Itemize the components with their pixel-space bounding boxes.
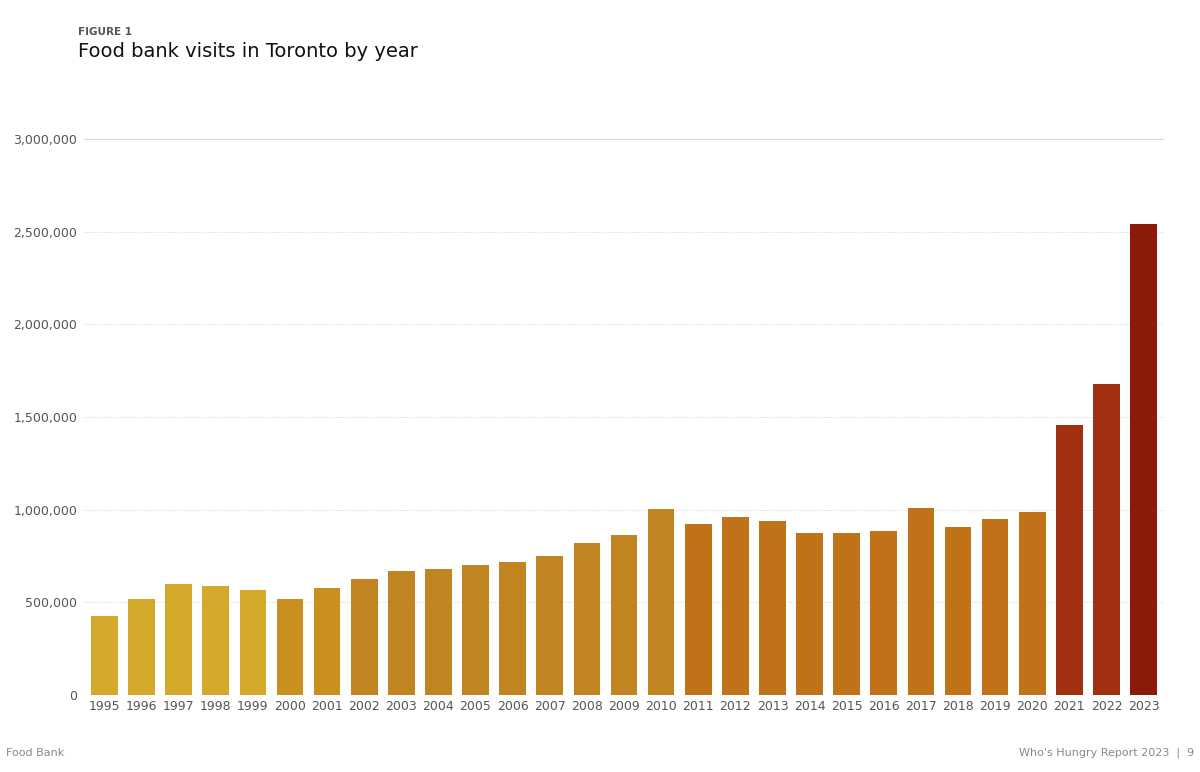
Bar	[648, 509, 674, 695]
Bar	[313, 588, 341, 695]
Bar	[574, 543, 600, 695]
Text: Who's Hungry Report 2023  |  9: Who's Hungry Report 2023 | 9	[1019, 747, 1194, 758]
Bar	[499, 562, 526, 695]
Bar	[350, 579, 378, 695]
Bar	[536, 556, 563, 695]
Bar	[91, 616, 118, 695]
Bar	[166, 584, 192, 695]
Bar	[128, 599, 155, 695]
Bar	[944, 527, 971, 695]
Bar	[760, 520, 786, 695]
Bar	[277, 599, 304, 695]
Bar	[462, 565, 488, 695]
Bar	[1056, 425, 1082, 695]
Text: Food Bank: Food Bank	[6, 748, 65, 758]
Bar	[1093, 384, 1120, 695]
Bar	[425, 569, 451, 695]
Bar	[870, 531, 898, 695]
Bar	[388, 571, 415, 695]
Bar	[1130, 224, 1157, 695]
Bar	[833, 533, 860, 695]
Bar	[1019, 513, 1045, 695]
Bar	[722, 517, 749, 695]
Bar	[611, 534, 637, 695]
Bar	[685, 524, 712, 695]
Bar	[203, 587, 229, 695]
Bar	[797, 533, 823, 695]
Bar	[240, 590, 266, 695]
Bar	[982, 519, 1008, 695]
Text: Food bank visits in Toronto by year: Food bank visits in Toronto by year	[78, 42, 418, 62]
Bar	[907, 508, 935, 695]
Text: FIGURE 1: FIGURE 1	[78, 27, 132, 37]
